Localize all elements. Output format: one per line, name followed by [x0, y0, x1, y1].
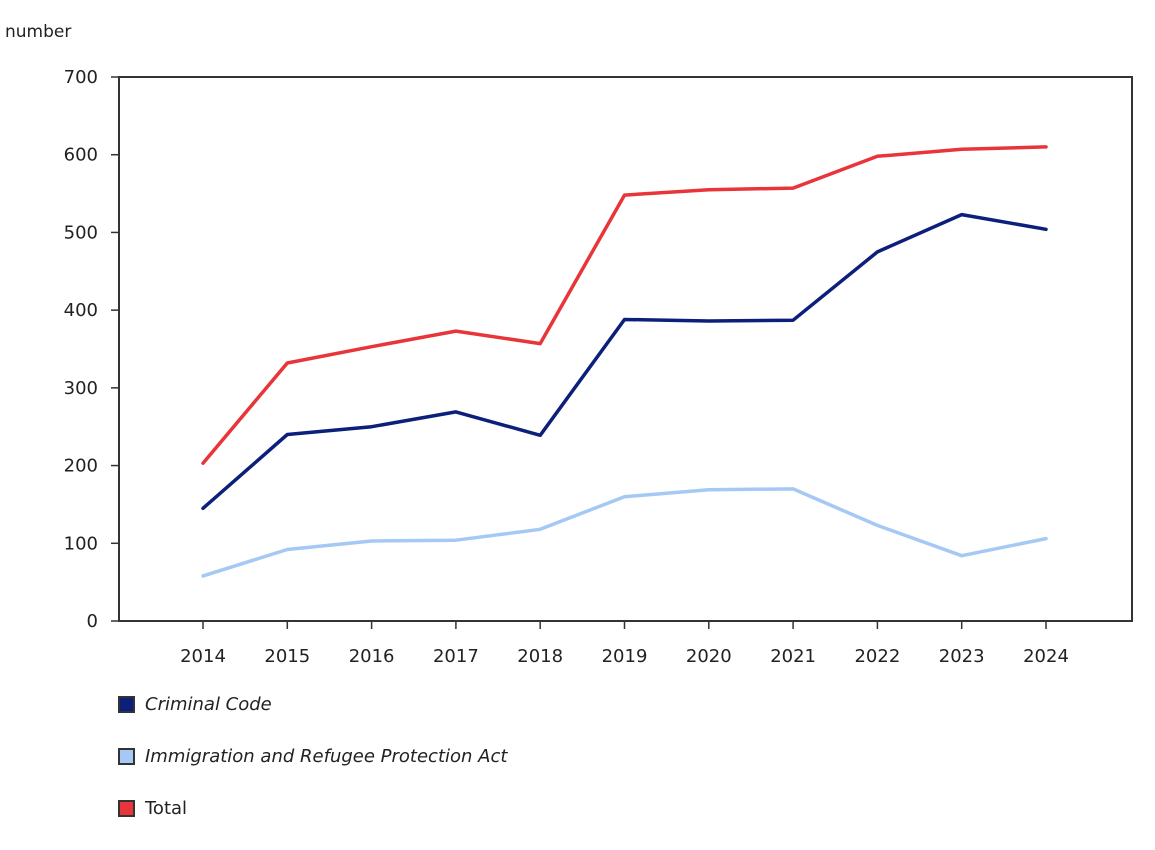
y-tick-label: 400: [64, 300, 98, 321]
legend-label-criminal-code: Criminal Code: [145, 693, 272, 715]
plot-frame: [118, 76, 1133, 622]
y-tick-label: 500: [64, 222, 98, 243]
y-tick-label: 300: [64, 378, 98, 399]
y-tick-label: 100: [64, 533, 98, 554]
legend-item-criminal-code: Criminal Code: [118, 690, 507, 718]
x-tick-label: 2014: [180, 646, 226, 667]
x-tick-label: 2015: [264, 646, 310, 667]
y-axis: 0 100 200 300 400 500 600 700: [64, 67, 119, 632]
y-tick-label: 200: [64, 456, 98, 477]
x-tick-label: 2023: [939, 646, 985, 667]
y-tick-label: 600: [64, 145, 98, 166]
legend-item-immigration-act: Immigration and Refugee Protection Act: [118, 742, 507, 770]
x-axis: 2014 2015 2016 2017 2018 2019 2020 2021 2022 2023…: [180, 621, 1069, 667]
x-tick-label: 2019: [602, 646, 648, 667]
legend-item-total: Total: [118, 794, 507, 822]
x-tick-label: 2021: [770, 646, 816, 667]
y-axis-unit-label: number: [5, 22, 71, 42]
x-tick-label: 2024: [1023, 646, 1069, 667]
legend-label-total: Total: [145, 797, 188, 819]
y-tick-label: 0: [87, 611, 98, 632]
legend-swatch-total: [118, 799, 135, 817]
x-tick-label: 2020: [686, 646, 732, 667]
series-line-criminal-code: [201, 212, 1048, 511]
legend-swatch-criminal-code: [118, 695, 135, 713]
x-tick-label: 2018: [517, 646, 563, 667]
x-tick-label: 2016: [349, 646, 395, 667]
series-line-immigration-and-refugee-protection-act: [201, 487, 1048, 578]
legend-label-immigration-act: Immigration and Refugee Protection Act: [145, 745, 508, 767]
x-tick-label: 2022: [854, 646, 900, 667]
series-lines: [201, 145, 1048, 578]
legend: Criminal Code Immigration and Refugee Pr…: [118, 690, 507, 846]
legend-swatch-immigration-act: [118, 747, 135, 765]
x-tick-label: 2017: [433, 646, 479, 667]
y-tick-label: 700: [64, 67, 98, 88]
series-line-total: [201, 145, 1048, 465]
